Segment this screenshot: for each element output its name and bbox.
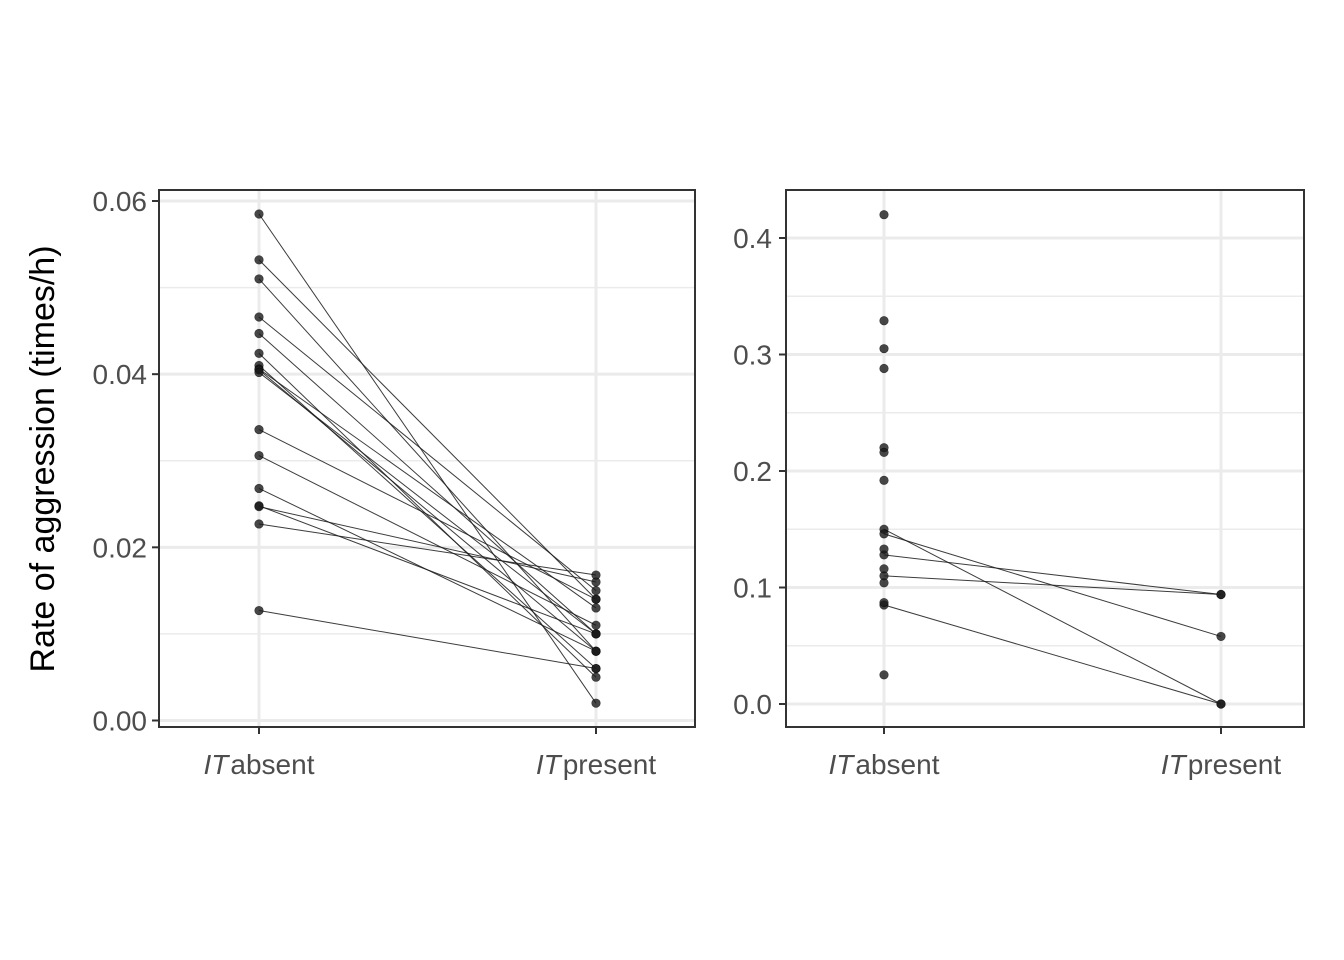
x-tick-label: ITabsent <box>204 749 315 780</box>
pair-line <box>258 505 597 635</box>
x-tick-label: ITabsent <box>829 749 940 780</box>
pair-line <box>258 455 597 626</box>
point-present <box>591 570 601 580</box>
point-absent <box>879 564 889 574</box>
point-present <box>591 663 601 674</box>
y-tick-label: 0.1 <box>733 573 772 604</box>
y-tick-label: 0.04 <box>93 359 148 390</box>
point-present <box>591 586 601 596</box>
point-absent <box>254 367 264 378</box>
point-present <box>1216 631 1226 642</box>
point-present <box>591 646 601 656</box>
point-present <box>591 594 601 604</box>
x-tick-label-italic: IT <box>829 749 856 780</box>
point-present <box>591 603 601 613</box>
y-tick-label: 0.2 <box>733 456 772 487</box>
y-tick-label: 0.3 <box>733 340 772 371</box>
point-absent <box>254 209 264 219</box>
point-absent <box>879 344 889 354</box>
pair-line <box>258 353 597 678</box>
point-present <box>591 629 601 639</box>
y-tick-label: 0.02 <box>93 532 148 563</box>
x-tick-label: ITpresent <box>1161 749 1282 780</box>
point-absent <box>254 274 264 284</box>
pair-line <box>258 278 597 652</box>
point-absent <box>879 529 889 539</box>
panel-border <box>158 189 696 728</box>
x-tick-label-text: absent <box>855 749 939 780</box>
x-tick-label-text: present <box>1188 749 1282 780</box>
point-absent <box>254 424 264 435</box>
pair-line <box>258 213 597 704</box>
point-absent <box>879 210 889 220</box>
point-present <box>591 698 601 708</box>
point-absent <box>879 598 889 608</box>
point-absent <box>254 483 264 494</box>
y-tick-label: 0.0 <box>733 689 772 720</box>
point-absent <box>254 605 264 616</box>
y-tick-label: 0.06 <box>93 186 148 217</box>
pair-line <box>883 604 1222 705</box>
pair-line <box>258 429 597 600</box>
point-present <box>591 620 601 630</box>
pair-line <box>258 506 597 583</box>
point-present <box>591 672 601 682</box>
x-tick-label-text: absent <box>230 749 314 780</box>
point-absent <box>879 578 889 588</box>
panel-border <box>785 189 1305 728</box>
pair-line <box>258 333 597 635</box>
point-absent <box>254 502 264 512</box>
y-axis-title: Rate of aggression (times/h) <box>24 245 62 672</box>
pair-line <box>258 259 597 600</box>
pair-line <box>258 368 597 609</box>
point-absent <box>879 363 889 374</box>
pair-line <box>258 369 597 652</box>
pair-line <box>258 316 597 592</box>
x-tick-label: ITpresent <box>536 749 657 780</box>
pair-line <box>883 575 1222 595</box>
point-present <box>1216 589 1226 600</box>
point-absent <box>254 519 264 529</box>
pair-line <box>883 554 1222 595</box>
y-tick-label: 0.4 <box>733 223 772 254</box>
pair-line <box>258 610 597 670</box>
y-tick-label: 0.00 <box>93 706 148 737</box>
point-absent <box>254 312 264 322</box>
x-tick-label-italic: IT <box>536 749 563 780</box>
point-absent <box>254 255 264 265</box>
point-present <box>1216 699 1226 709</box>
point-absent <box>879 670 889 680</box>
pair-line <box>258 523 597 576</box>
pair-line <box>883 528 1222 705</box>
x-tick-label-italic: IT <box>1161 749 1188 780</box>
point-absent <box>879 316 889 326</box>
point-absent <box>254 348 264 358</box>
point-absent <box>879 447 889 457</box>
point-absent <box>254 450 264 461</box>
x-tick-label-text: present <box>563 749 657 780</box>
pair-line <box>258 372 597 635</box>
point-absent <box>254 328 264 339</box>
point-absent <box>879 475 889 485</box>
point-absent <box>879 544 889 554</box>
x-tick-label-italic: IT <box>204 749 231 780</box>
